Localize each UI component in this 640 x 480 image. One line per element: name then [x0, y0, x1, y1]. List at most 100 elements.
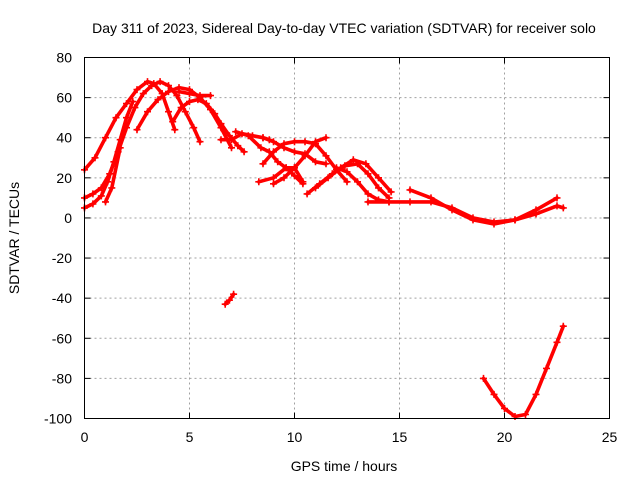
data-point	[102, 198, 109, 206]
data-point	[299, 180, 307, 188]
grid-lines	[84, 57, 610, 419]
data-point	[301, 138, 309, 146]
data-point	[89, 200, 97, 208]
data-point	[522, 411, 529, 418]
data-point	[501, 405, 508, 412]
series-arc-r	[406, 186, 561, 228]
data-point	[312, 138, 319, 146]
series-layer	[81, 78, 567, 420]
series-arc-k	[270, 134, 330, 188]
data-point	[480, 374, 487, 382]
series-line	[481, 324, 566, 419]
data-point	[343, 168, 351, 176]
data-point	[274, 158, 282, 166]
y-tick-label: 80	[56, 50, 72, 66]
data-point	[270, 180, 277, 188]
data-point	[553, 338, 561, 346]
data-point	[139, 90, 147, 98]
data-point	[123, 114, 130, 122]
series-arc-o	[312, 156, 395, 196]
data-point	[148, 82, 156, 90]
data-point	[228, 136, 235, 144]
data-point	[133, 126, 141, 134]
series-line	[82, 79, 177, 172]
data-point	[186, 98, 193, 106]
data-point	[406, 198, 414, 206]
y-tick-label: -60	[52, 330, 72, 346]
data-point	[324, 174, 332, 182]
data-point	[165, 108, 172, 116]
data-point	[406, 186, 414, 194]
series-arc-c	[81, 98, 137, 212]
data-point	[333, 164, 340, 172]
data-point	[303, 190, 311, 198]
data-point	[112, 114, 120, 122]
series-line	[233, 129, 305, 186]
y-tick-label: 20	[56, 170, 72, 186]
data-point	[375, 174, 382, 182]
series-line	[408, 188, 559, 226]
data-point	[234, 142, 242, 150]
y-tick-label: -80	[52, 370, 72, 386]
data-point	[322, 160, 330, 168]
data-point	[108, 184, 116, 192]
axis-ticks	[84, 57, 610, 419]
data-point	[291, 172, 298, 180]
data-point	[225, 296, 233, 304]
x-tick-label: 0	[81, 429, 89, 445]
data-point	[181, 108, 189, 116]
series-arc-b	[81, 78, 204, 202]
series-arc-g	[169, 96, 248, 156]
data-point	[211, 110, 219, 118]
data-point	[131, 104, 139, 112]
data-point	[133, 86, 141, 94]
data-point	[175, 88, 183, 96]
data-point	[255, 178, 263, 186]
series-line	[82, 79, 202, 200]
data-point	[291, 164, 298, 172]
data-point	[202, 100, 210, 108]
series-arc-m	[232, 128, 307, 188]
y-tick-labels: -100 -80 -60 -40 -20 0 20 40 60 80	[44, 50, 72, 427]
data-point	[102, 134, 109, 142]
data-point	[469, 216, 477, 224]
x-tick-label: 5	[186, 429, 194, 445]
data-point	[196, 92, 204, 100]
data-point	[217, 136, 225, 144]
data-point	[559, 204, 567, 212]
data-point	[196, 138, 204, 146]
data-point	[322, 152, 330, 160]
data-point	[259, 134, 267, 142]
x-tick-label: 20	[497, 429, 513, 445]
data-point	[511, 216, 519, 224]
data-point	[354, 178, 361, 186]
data-point	[156, 78, 164, 86]
data-point	[221, 300, 229, 308]
x-tick-label: 15	[392, 429, 408, 445]
data-point	[543, 364, 550, 372]
data-point	[171, 126, 179, 134]
data-point	[123, 100, 130, 108]
data-point	[104, 178, 112, 186]
data-point	[259, 160, 267, 168]
series-line	[334, 166, 391, 204]
data-point	[322, 134, 330, 142]
data-point	[116, 136, 124, 144]
series-line	[177, 89, 213, 98]
series-arc-f	[175, 88, 214, 100]
series-arc-j	[259, 138, 351, 186]
data-point	[291, 138, 298, 146]
data-point	[364, 170, 372, 178]
data-point	[190, 124, 198, 132]
data-point	[186, 90, 193, 98]
data-point	[553, 194, 561, 202]
data-point	[228, 144, 235, 152]
data-point	[291, 148, 298, 156]
data-point	[448, 206, 456, 214]
data-point	[385, 198, 393, 206]
data-point	[154, 96, 162, 104]
data-point	[282, 164, 290, 172]
data-point	[553, 202, 561, 210]
data-point	[375, 184, 382, 192]
